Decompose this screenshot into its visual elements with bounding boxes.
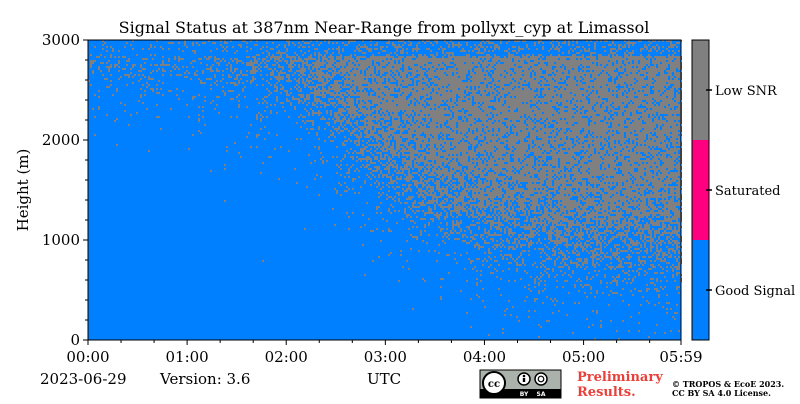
chart-title: Signal Status at 387nm Near-Range from p… <box>119 18 650 37</box>
x-tick-label: 03:00 <box>364 348 407 366</box>
cc-by-sa-logo: cc BY SA <box>479 369 562 399</box>
x-axis-label: UTC <box>367 370 401 388</box>
low-snr-region <box>88 40 682 340</box>
x-tick-label: 01:00 <box>165 348 208 366</box>
svg-text:cc: cc <box>488 379 500 390</box>
y-tick-label: 2000 <box>42 131 80 149</box>
preliminary-line2: Results. <box>577 385 636 400</box>
colorbar-segment <box>692 140 709 240</box>
colorbar-label: Low SNR <box>715 84 778 99</box>
y-tick-label: 0 <box>70 331 80 349</box>
x-tick-label: 02:00 <box>265 348 308 366</box>
y-axis: 0 1000 2000 3000 <box>42 31 88 349</box>
x-tick-label: 00:00 <box>66 348 109 366</box>
y-tick-label: 1000 <box>42 231 80 249</box>
x-tick-label: 05:59 <box>659 348 702 366</box>
colorbar-frame <box>691 39 710 341</box>
colorbar-segment <box>692 40 709 140</box>
license-line2: CC BY SA 4.0 License. <box>672 388 771 398</box>
cc-sa-text: SA <box>537 391 546 398</box>
low-snr-speckle <box>88 40 682 340</box>
colorbar-segment <box>692 240 709 340</box>
plot-frame <box>87 39 682 341</box>
license-line1: © TROPOS & EcoE 2023. <box>672 379 784 389</box>
colorbar: Good Signal Saturated Low SNR <box>691 39 795 341</box>
preliminary-line1: Preliminary <box>577 370 663 385</box>
y-tick-label: 3000 <box>42 31 80 49</box>
plot-area <box>87 39 682 341</box>
date-label: 2023-06-29 <box>40 370 126 388</box>
colorbar-label: Saturated <box>715 184 780 199</box>
x-axis: 00:00 01:00 02:00 03:00 04:00 05:00 05:59 <box>66 340 703 366</box>
version-label: Version: 3.6 <box>159 370 250 388</box>
y-axis-label: Height (m) <box>14 149 32 232</box>
x-tick-label: 05:00 <box>562 348 605 366</box>
colorbar-label: Good Signal <box>715 284 795 299</box>
x-tick-label: 04:00 <box>463 348 506 366</box>
cc-by-text: BY <box>520 391 529 398</box>
